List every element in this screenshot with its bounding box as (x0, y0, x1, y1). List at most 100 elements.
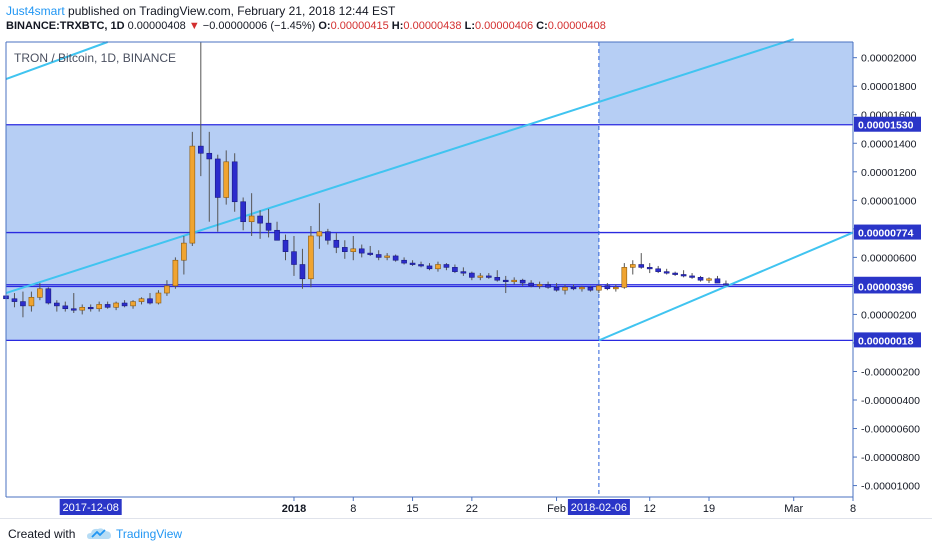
x-tick-label: 15 (406, 503, 418, 515)
candle (435, 264, 441, 270)
price-badge (854, 116, 921, 132)
candle (308, 235, 314, 280)
candle (62, 305, 69, 310)
y-tick-label: -0.00000600 (861, 424, 920, 436)
y-tick-label: -0.00000400 (861, 395, 920, 407)
candle (96, 304, 102, 310)
high-label: H: (391, 20, 404, 32)
low-value: 0.00000406 (474, 20, 534, 32)
y-tick-label: 0.00002000 (861, 53, 917, 65)
candle (333, 239, 340, 248)
candle (274, 229, 280, 241)
author-link[interactable]: Just4smart (6, 4, 65, 18)
candle (477, 275, 484, 278)
candle (392, 255, 399, 261)
candle (79, 306, 86, 311)
x-tick-label: 8 (350, 503, 356, 515)
candle (469, 272, 475, 278)
footer: Created with TradingView (0, 518, 932, 550)
candle (316, 231, 323, 237)
candle (604, 285, 611, 290)
candle (282, 239, 289, 252)
price-badge-label: 0.00000396 (858, 281, 914, 293)
last-price: 0.00000408 (127, 20, 186, 32)
trendline (5, 41, 108, 81)
candle (536, 284, 543, 287)
x-tick-label: 19 (703, 503, 715, 515)
candle (629, 264, 636, 268)
candle (714, 278, 721, 284)
price-badge-label: 0.00000018 (858, 335, 914, 347)
symbol-label: BINANCE:TRXBTC, 1D (6, 20, 125, 32)
price-badge-label: 0.00000774 (858, 228, 914, 240)
y-tick-label: 0.00001400 (861, 138, 917, 150)
price-badge (854, 332, 921, 348)
x-tick-label: Feb (547, 503, 566, 515)
candle (358, 248, 365, 254)
candle (206, 152, 213, 160)
y-tick-label: -0.00000800 (861, 452, 920, 464)
candle (528, 282, 534, 287)
close-label: C: (536, 20, 548, 32)
candle (155, 292, 162, 304)
candle (723, 283, 729, 286)
high-value: 0.00000438 (403, 20, 462, 32)
candle (401, 259, 407, 264)
x-tick-label: 2018 (282, 503, 306, 515)
candle (502, 279, 509, 282)
candle (443, 264, 450, 268)
candle (214, 158, 221, 198)
candle (147, 298, 153, 304)
ohlc-legend: BINANCE:TRXBTC, 1D 0.00000408 ▼ −0.00000… (6, 20, 606, 32)
candle (257, 215, 263, 224)
close-value: 0.00000408 (547, 20, 606, 32)
candle (198, 145, 204, 154)
candle (494, 277, 501, 281)
candle (655, 268, 661, 272)
candle (706, 278, 712, 281)
publish-header: Just4smart published on TradingView.com,… (6, 4, 395, 18)
trendline (5, 38, 795, 294)
candle (511, 279, 518, 282)
candle (172, 259, 179, 287)
candle (181, 242, 187, 261)
candle (367, 252, 374, 255)
price-badge-label: 0.00001530 (858, 120, 914, 132)
candle (54, 302, 60, 307)
candle (545, 284, 551, 288)
candle (613, 287, 619, 290)
candle (426, 265, 433, 270)
candle (460, 271, 467, 274)
change-arrow-icon: ▼ (188, 20, 200, 32)
candle (375, 254, 382, 258)
date-badge (567, 499, 630, 515)
candle (291, 251, 297, 265)
candle (672, 272, 678, 275)
price-badge (854, 278, 921, 294)
candle (87, 306, 94, 310)
candle (113, 302, 119, 308)
candle (646, 267, 653, 270)
y-tick-label: -0.00000200 (861, 366, 920, 378)
time-axis (0, 497, 932, 518)
candle (20, 301, 26, 307)
tradingview-link[interactable]: TradingView (116, 527, 183, 541)
low-label: L: (464, 20, 475, 32)
candle (164, 285, 170, 294)
y-tick-label: 0.00001800 (861, 81, 917, 93)
candle (299, 264, 306, 280)
tradingview-logo-icon (86, 526, 112, 547)
y-tick-label: 0.00001000 (861, 195, 917, 207)
candle (11, 298, 18, 302)
candle (265, 222, 272, 231)
candle (579, 287, 585, 290)
candle (638, 264, 645, 268)
y-tick-label: -0.00001000 (861, 481, 920, 493)
candle (70, 308, 77, 311)
candle (596, 285, 602, 291)
price-change: −0.00000006 (−1.45%) (202, 20, 316, 32)
candle (418, 264, 424, 267)
date-badge-label: 2017-12-08 (63, 502, 119, 514)
candle (223, 161, 230, 198)
candle (240, 201, 246, 223)
